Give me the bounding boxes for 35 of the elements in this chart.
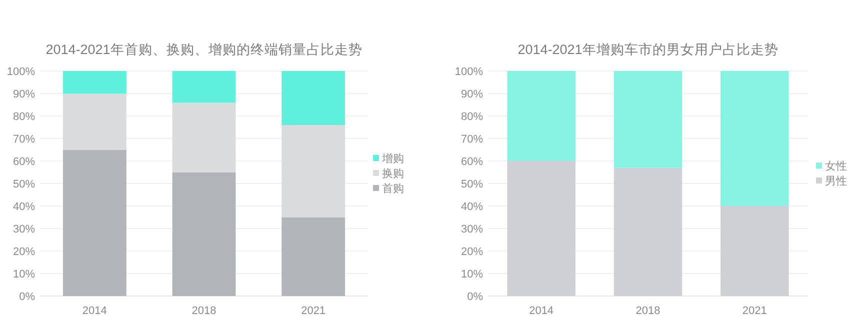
xtick: 2021	[301, 305, 326, 317]
ytick: 20%	[460, 246, 483, 258]
ytick: 80%	[460, 111, 483, 123]
ytick: 60%	[460, 156, 483, 168]
ytick: 10%	[12, 268, 35, 280]
title: 2014-2021年增购车市的男女用户占比走势	[518, 42, 778, 57]
xtick: 2021	[742, 305, 767, 317]
legend-label: 换购	[382, 168, 404, 180]
ytick: 0%	[467, 291, 483, 303]
ytick: 70%	[12, 134, 35, 146]
ytick: 50%	[460, 178, 483, 190]
ytick: 90%	[460, 88, 483, 100]
legend-label: 增购	[382, 153, 404, 165]
ytick: 90%	[12, 88, 35, 100]
legend-label: 女性	[825, 160, 847, 172]
xtick: 2018	[636, 305, 660, 317]
xtick: 2014	[82, 305, 107, 317]
ytick: 50%	[12, 178, 35, 190]
ytick: 80%	[12, 111, 35, 123]
legend-label: 首购	[382, 183, 404, 195]
ytick: 30%	[12, 224, 35, 236]
ytick: 100%	[454, 66, 483, 78]
ytick: 60%	[12, 156, 35, 168]
title: 2014-2021年首购、换购、增购的终端销量占比走势	[46, 42, 362, 57]
xtick: 2018	[192, 305, 216, 317]
ytick: 100%	[6, 66, 35, 78]
ytick: 10%	[460, 268, 483, 280]
ytick: 70%	[460, 134, 483, 146]
ytick: 0%	[19, 291, 35, 303]
ytick: 30%	[460, 224, 483, 236]
ytick: 40%	[12, 201, 35, 213]
xtick: 2014	[529, 305, 554, 317]
legend-label: 男性	[825, 176, 847, 188]
ytick: 40%	[460, 201, 483, 213]
ytick: 20%	[12, 246, 35, 258]
